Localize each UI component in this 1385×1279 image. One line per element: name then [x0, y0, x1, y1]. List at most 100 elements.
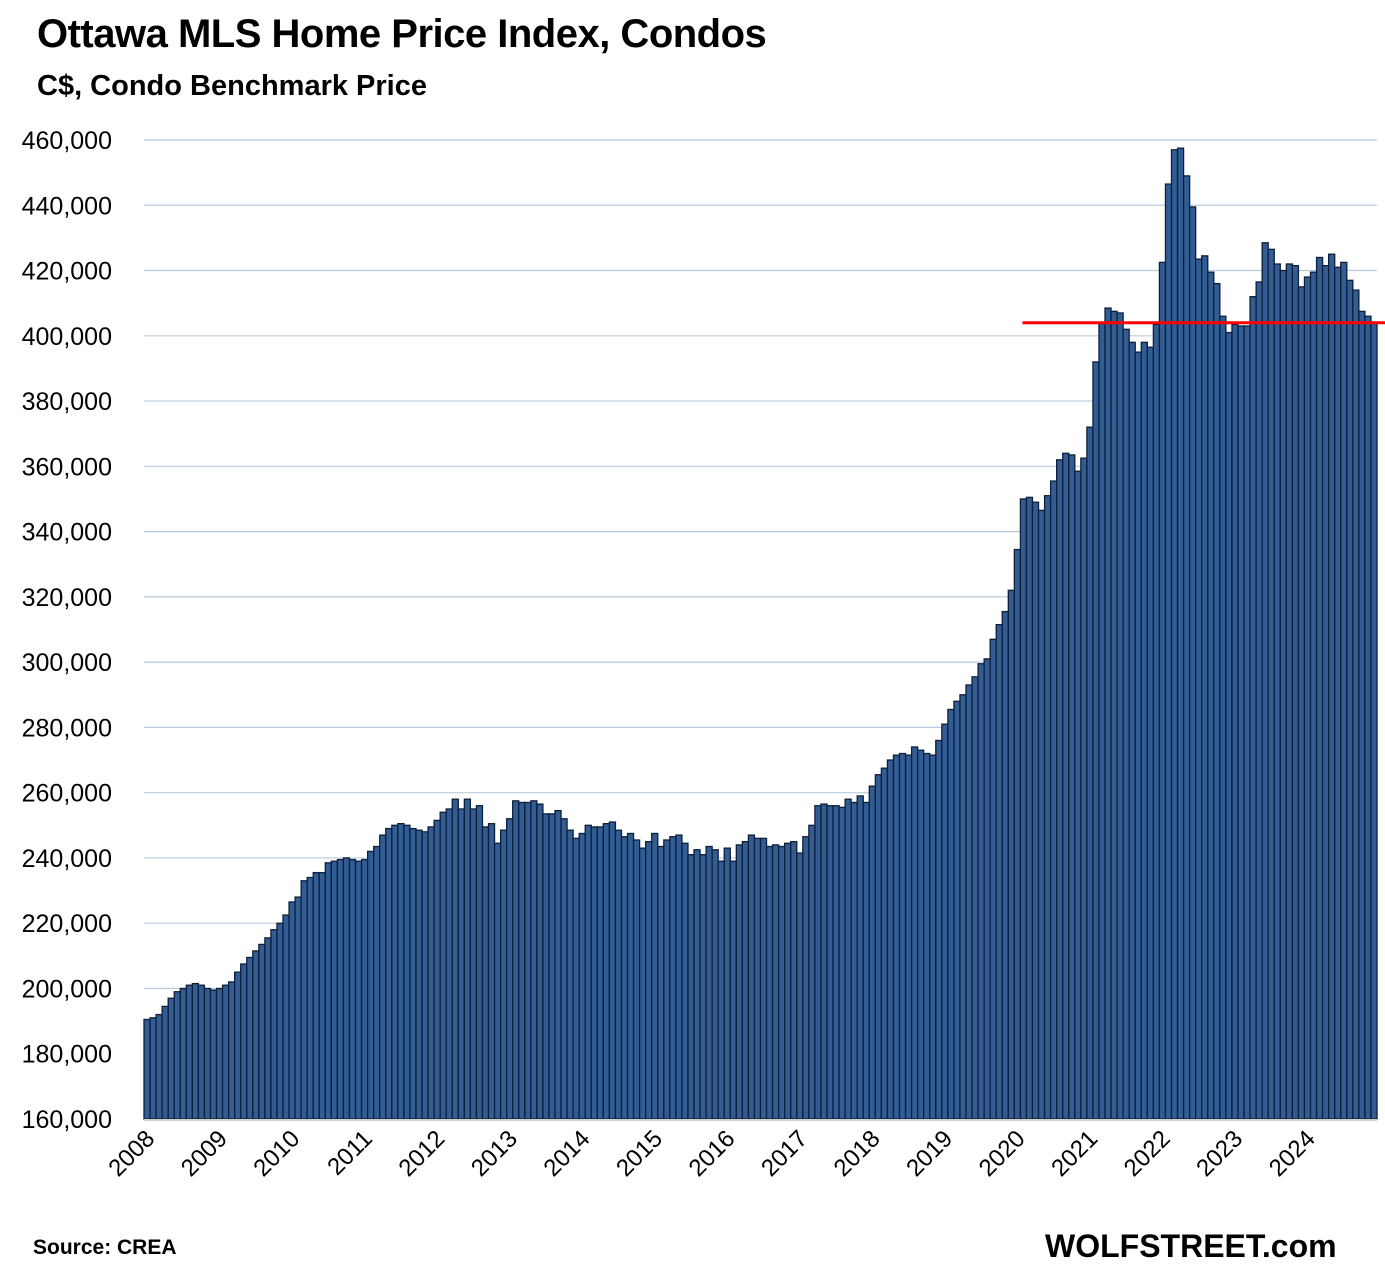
bar — [185, 984, 193, 1120]
x-tick-label: 2020 — [974, 1125, 1031, 1182]
bar — [1074, 470, 1082, 1120]
bar — [868, 785, 876, 1120]
bar — [1134, 351, 1142, 1120]
bars — [143, 147, 1378, 1120]
bar — [354, 860, 363, 1120]
bar — [487, 823, 496, 1120]
bar — [155, 1013, 163, 1120]
bar — [874, 774, 883, 1120]
x-tick-label: 2013 — [466, 1125, 523, 1182]
bar — [288, 901, 296, 1120]
bar — [1122, 328, 1130, 1120]
y-tick-label: 160,000 — [22, 1106, 112, 1134]
bar — [765, 845, 774, 1120]
bar — [959, 694, 967, 1120]
bar — [590, 826, 598, 1120]
y-tick-label: 180,000 — [22, 1041, 112, 1069]
bar — [518, 801, 526, 1120]
y-tick-label: 460,000 — [22, 127, 112, 155]
bar — [499, 829, 508, 1120]
bar — [421, 831, 429, 1120]
bar — [221, 984, 230, 1120]
bar — [614, 829, 623, 1120]
x-tick-label: 2022 — [1119, 1125, 1176, 1182]
bar — [1188, 206, 1197, 1120]
bar — [252, 950, 260, 1120]
bar — [935, 739, 943, 1120]
y-tick-label: 240,000 — [22, 845, 112, 873]
bar — [850, 801, 858, 1120]
bar — [669, 836, 677, 1120]
bar — [1334, 266, 1342, 1120]
bar — [584, 824, 592, 1120]
bar — [167, 997, 175, 1120]
bar — [397, 823, 405, 1120]
bar — [427, 826, 435, 1120]
bar — [1267, 248, 1275, 1120]
bar — [705, 845, 713, 1120]
bar — [1352, 289, 1360, 1120]
watermark: WOLFSTREET.com — [1045, 1228, 1337, 1264]
bar — [578, 832, 586, 1120]
bar — [862, 801, 870, 1120]
bar — [312, 871, 320, 1120]
x-axis-tick-labels: 2008 2009 2010 2011 2012 2013 2014 2015 2016 2017… — [103, 1125, 1320, 1182]
bar — [1176, 147, 1185, 1120]
bar — [838, 806, 846, 1120]
bar — [215, 987, 224, 1120]
source-note: Source: CREA — [33, 1236, 177, 1259]
bar — [542, 813, 550, 1120]
bar — [1056, 459, 1064, 1120]
bar — [572, 837, 580, 1120]
bar — [391, 824, 399, 1120]
bar — [1104, 307, 1112, 1120]
bar — [790, 840, 798, 1120]
bar — [687, 854, 695, 1120]
bar — [1025, 496, 1034, 1120]
bar — [270, 929, 278, 1120]
bar — [197, 984, 206, 1120]
bar — [826, 805, 834, 1120]
bar — [179, 987, 187, 1120]
bar — [645, 840, 653, 1120]
y-tick-label: 340,000 — [22, 519, 112, 547]
bar — [904, 754, 913, 1120]
bar — [880, 767, 889, 1120]
bar — [1273, 263, 1281, 1120]
bar — [1195, 258, 1203, 1120]
x-tick-label: 2016 — [684, 1125, 741, 1182]
bar — [898, 752, 907, 1120]
bar — [1019, 498, 1028, 1120]
bar — [1158, 261, 1167, 1120]
bar — [1249, 295, 1257, 1120]
bar — [1110, 310, 1118, 1120]
bar — [1049, 480, 1058, 1120]
y-tick-label: 360,000 — [22, 453, 112, 481]
y-tick-label: 320,000 — [22, 584, 112, 612]
bar — [1303, 276, 1312, 1120]
bar — [771, 844, 780, 1120]
bar — [379, 834, 387, 1120]
bar — [306, 876, 314, 1120]
bar — [1001, 610, 1009, 1120]
bar — [844, 798, 852, 1120]
bar — [1152, 323, 1161, 1120]
x-tick-label: 2009 — [176, 1125, 233, 1182]
bar — [971, 676, 979, 1120]
bar — [1146, 346, 1155, 1120]
bar — [923, 752, 931, 1120]
bar — [1243, 325, 1251, 1120]
bar — [493, 842, 502, 1120]
bar — [366, 850, 375, 1120]
bar — [1116, 312, 1124, 1120]
y-tick-label: 300,000 — [22, 649, 112, 677]
bar — [385, 827, 393, 1120]
bar — [143, 1018, 151, 1120]
bar — [1291, 264, 1300, 1120]
bar — [439, 811, 447, 1120]
bar — [699, 854, 707, 1120]
bar — [1207, 271, 1215, 1120]
bar — [457, 808, 465, 1120]
bar — [173, 991, 181, 1120]
bar — [530, 800, 538, 1120]
